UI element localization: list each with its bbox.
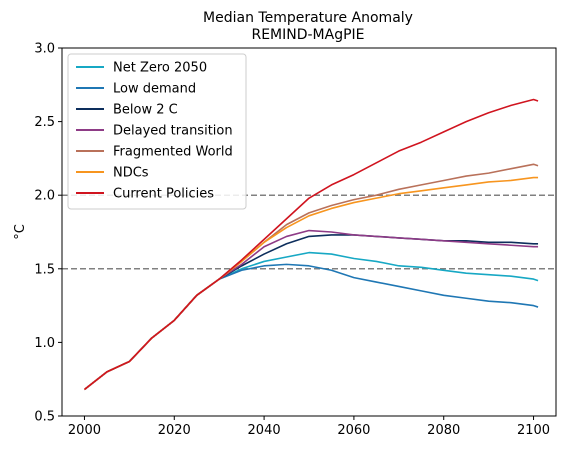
- plot-frame: [61, 47, 557, 417]
- legend-label-2: Below 2 C: [113, 103, 178, 118]
- series-line-3: [83, 229, 539, 391]
- x-axis-ticks: 2000 2020 2040 2060 2080 2100: [68, 416, 550, 438]
- series-line-1: [83, 263, 539, 391]
- y-tick-label-5: 3.0: [34, 42, 55, 57]
- legend-label-0: Net Zero 2050: [113, 61, 207, 76]
- x-tick-label-0: 2000: [68, 423, 101, 438]
- y-tick-label-0: 0.5: [34, 410, 55, 425]
- series-lines: [83, 98, 539, 391]
- x-tick-label-1: 2020: [158, 423, 191, 438]
- y-axis-ticks: 0.5 1.0 1.5 2.0 2.5 3.0: [34, 42, 62, 425]
- legend-label-1: Low demand: [113, 82, 196, 97]
- x-tick-label-3: 2060: [337, 423, 370, 438]
- legend-box: [67, 53, 247, 210]
- y-tick-label-3: 2.0: [34, 189, 55, 204]
- x-tick-label-2: 2040: [248, 423, 281, 438]
- x-tick-label-5: 2100: [517, 423, 550, 438]
- chart-title: Median Temperature Anomaly: [203, 10, 413, 26]
- legend-label-6: Current Policies: [113, 187, 214, 202]
- y-axis-label: °C: [13, 224, 28, 240]
- series-line-2: [83, 234, 539, 391]
- legend: Net Zero 2050 Low demand Below 2 C Delayed …: [67, 53, 247, 210]
- legend-label-4: Fragmented World: [113, 145, 233, 160]
- y-tick-label-1: 1.0: [34, 336, 55, 351]
- chart-subtitle: REMIND-MAgPIE: [251, 27, 364, 43]
- y-tick-label-2: 1.5: [34, 262, 55, 277]
- series-line-0: [83, 251, 539, 391]
- y-tick-label-4: 2.5: [34, 115, 55, 130]
- series-line-6: [83, 98, 539, 391]
- x-tick-label-4: 2080: [427, 423, 460, 438]
- legend-label-5: NDCs: [113, 166, 149, 181]
- legend-label-3: Delayed transition: [113, 124, 233, 139]
